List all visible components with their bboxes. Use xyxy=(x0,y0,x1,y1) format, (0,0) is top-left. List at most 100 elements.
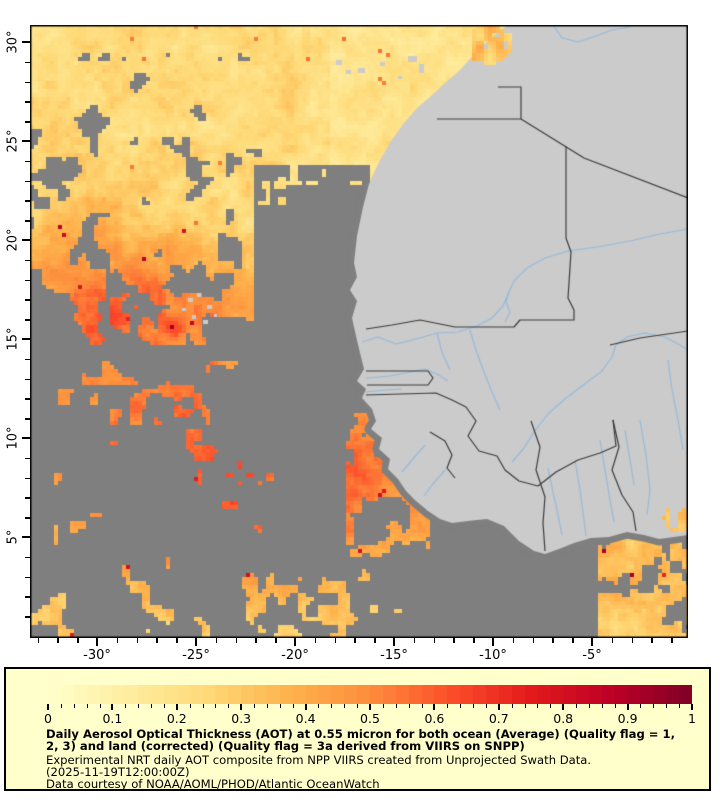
lon-major-tick xyxy=(195,638,197,646)
lat-minor-tick xyxy=(25,477,30,480)
lat-minor-tick xyxy=(25,200,30,202)
lat-minor-tick xyxy=(25,556,30,559)
lon-minor-tick xyxy=(433,638,436,643)
lon-minor-tick xyxy=(255,638,257,643)
lat-major-tick xyxy=(22,437,30,439)
colorbar-minor-tick xyxy=(151,704,153,708)
colorbar-major-tick xyxy=(304,704,307,710)
colorbar-minor-tick xyxy=(279,704,281,708)
colorbar-minor-tick xyxy=(640,704,642,708)
colorbar-tick-label: 1 xyxy=(688,711,696,726)
colorbar-minor-tick xyxy=(588,704,590,708)
lat-minor-tick xyxy=(25,299,30,301)
colorbar-minor-tick xyxy=(537,704,539,708)
lat-tick-label: 10° xyxy=(5,426,21,450)
colorbar-minor-tick xyxy=(395,704,397,708)
lat-tick-label: 25° xyxy=(5,129,21,153)
lat-minor-tick xyxy=(25,61,30,64)
lon-minor-tick xyxy=(453,638,455,643)
lat-minor-tick xyxy=(25,497,30,499)
colorbar-tick-label: 0.5 xyxy=(360,711,380,726)
colorbar-minor-tick xyxy=(460,704,462,708)
lon-major-tick xyxy=(591,638,593,646)
lat-minor-tick xyxy=(25,596,30,598)
colorbar-minor-tick xyxy=(421,704,423,708)
lat-minor-tick xyxy=(25,180,30,183)
lon-minor-tick xyxy=(215,638,218,643)
legend-title-line1: Daily Aerosol Optical Thickness (AOT) at… xyxy=(46,727,676,741)
lon-minor-tick xyxy=(275,638,277,643)
colorbar-tick-label: 0.4 xyxy=(295,711,316,726)
lat-minor-tick xyxy=(25,358,30,361)
lon-tick-label: -25° xyxy=(182,648,210,663)
colorbar-major-tick xyxy=(626,704,629,710)
legend-panel: 0 0.1 0.2 0.3 0.4 0.5 0.6 0.7 0.8 0.9 1 Daily Aero… xyxy=(4,667,711,791)
lon-minor-tick xyxy=(136,638,139,643)
lat-major-tick xyxy=(22,536,30,538)
colorbar-tick-label: 0.2 xyxy=(166,711,187,726)
colorbar-minor-tick xyxy=(447,704,449,708)
lat-major-tick xyxy=(22,140,30,142)
lon-tick-label: -5° xyxy=(582,648,602,663)
lon-tick-label: -15° xyxy=(380,648,408,663)
colorbar-minor-tick xyxy=(138,704,140,708)
lon-minor-tick xyxy=(532,638,535,643)
legend-credit: Data courtesy of NOAA/AOML/PHOD/Atlantic… xyxy=(46,777,380,791)
lon-minor-tick xyxy=(473,638,475,643)
colorbar-minor-tick xyxy=(408,704,410,708)
aot-raster-map xyxy=(30,25,688,638)
colorbar-minor-tick xyxy=(163,704,165,708)
lon-minor-tick xyxy=(235,638,238,643)
colorbar-tick-label: 0.1 xyxy=(102,711,123,726)
lon-minor-tick xyxy=(116,638,119,643)
lat-minor-tick xyxy=(25,398,30,400)
colorbar-minor-tick xyxy=(679,704,681,708)
lon-minor-tick xyxy=(57,638,59,643)
colorbar-minor-tick xyxy=(215,704,217,708)
colorbar-major-tick xyxy=(497,704,500,710)
lat-major-tick xyxy=(22,41,30,43)
lat-major-tick xyxy=(22,338,30,340)
lon-minor-tick xyxy=(354,638,356,643)
lon-minor-tick xyxy=(572,638,574,643)
colorbar-minor-tick xyxy=(357,704,359,708)
colorbar-tick-label: 0.7 xyxy=(488,711,509,726)
colorbar-minor-tick xyxy=(73,704,75,708)
lat-minor-tick xyxy=(25,160,30,163)
lat-minor-tick xyxy=(25,279,30,282)
lon-minor-tick xyxy=(176,638,178,643)
colorbar-minor-tick xyxy=(99,704,101,708)
colorbar-tick-label: 0 xyxy=(44,711,52,726)
lat-minor-tick xyxy=(25,616,30,618)
colorbar-minor-tick xyxy=(614,704,616,708)
lat-minor-tick xyxy=(25,259,30,262)
lat-tick-label: 30° xyxy=(5,30,21,54)
colorbar-major-tick xyxy=(240,704,243,710)
colorbar-major-tick xyxy=(111,704,114,710)
lat-minor-tick xyxy=(25,457,30,460)
lon-minor-tick xyxy=(77,638,79,643)
colorbar-tick-label: 0.3 xyxy=(231,711,252,726)
lon-major-tick xyxy=(393,638,395,646)
colorbar-major-tick xyxy=(175,704,178,710)
colorbar-minor-tick xyxy=(485,704,487,708)
colorbar-tick-label: 0.9 xyxy=(617,711,638,726)
lon-minor-tick xyxy=(552,638,554,643)
lat-minor-tick xyxy=(25,101,30,103)
colorbar-minor-tick xyxy=(125,704,127,708)
lat-minor-tick xyxy=(25,418,30,420)
colorbar-minor-tick xyxy=(254,704,256,708)
colorbar-minor-tick xyxy=(653,704,655,708)
lon-minor-tick xyxy=(37,638,40,643)
lat-minor-tick xyxy=(25,319,30,321)
colorbar-major-tick xyxy=(47,704,49,710)
lat-minor-tick xyxy=(25,220,30,222)
lon-minor-tick xyxy=(413,638,416,643)
colorbar-tick-label: 0.8 xyxy=(553,711,574,726)
lat-minor-tick xyxy=(25,81,30,84)
lon-major-tick xyxy=(96,638,98,646)
lat-tick-label: 15° xyxy=(5,327,21,351)
lat-tick-label: 5° xyxy=(5,529,21,545)
lon-minor-tick xyxy=(374,638,376,643)
